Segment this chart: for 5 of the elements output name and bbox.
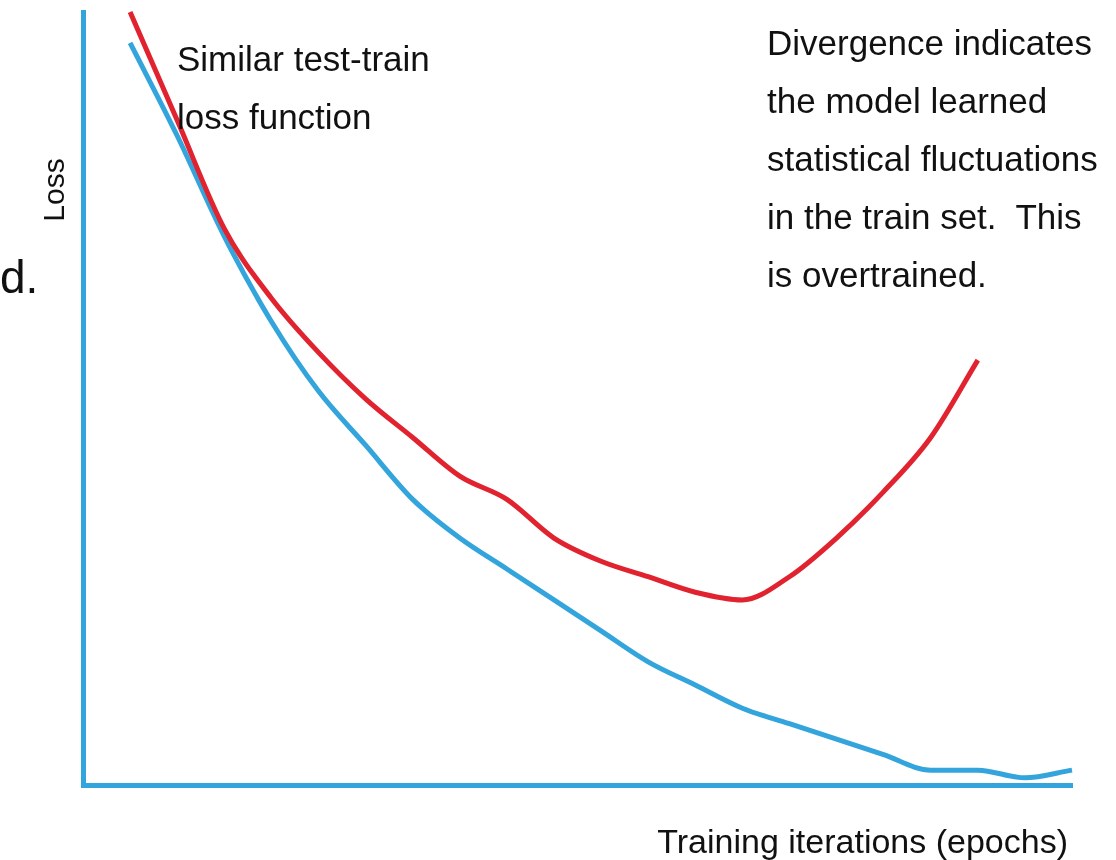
annotation: Similar test-train loss function: [177, 38, 431, 138]
x-axis-title: Training iterations (epochs): [657, 821, 1068, 860]
text: d.: [0, 250, 39, 305]
y-axis-title: Loss: [35, 158, 71, 222]
annotation: Divergence indicates the model learned statistical fluctuations in the train set. This is overtrained.: [767, 22, 1099, 296]
